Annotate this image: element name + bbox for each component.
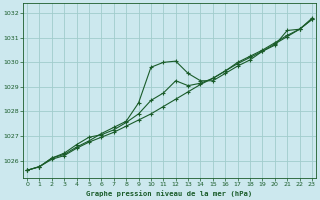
X-axis label: Graphe pression niveau de la mer (hPa): Graphe pression niveau de la mer (hPa) xyxy=(86,190,253,197)
